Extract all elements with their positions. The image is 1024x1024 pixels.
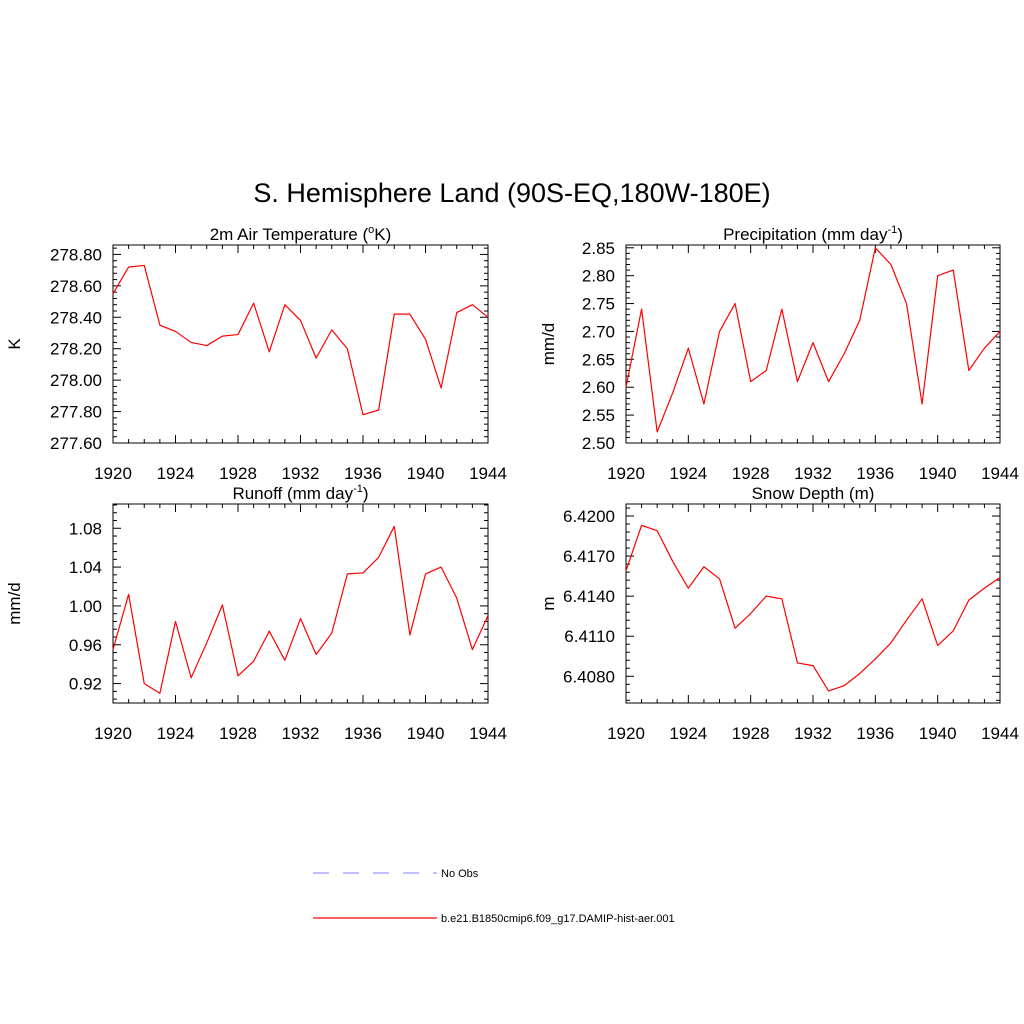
- y-tick-label: 6.4170: [563, 547, 615, 566]
- x-tick-label: 1924: [157, 724, 195, 743]
- y-tick-label: 2.55: [582, 406, 615, 425]
- y-axis-label: mm/d: [539, 323, 558, 366]
- legend-label: No Obs: [441, 868, 479, 880]
- chart-panel-3: 1920 1924 1928 1932 1936 1940 1944 0.92 0.96 1.00…: [5, 483, 507, 743]
- plot-frame: [112, 244, 489, 444]
- panel-title-text: Runoff (mm day: [232, 484, 353, 503]
- chart-panels: 1920 1924 1928 1932 1936 1940 1944 277.60 277.80…: [5, 224, 1019, 743]
- legend-entry-1: No Obs: [313, 868, 479, 880]
- series-line: [625, 524, 1001, 692]
- chart-panel-2: 1920 1924 1928 1932 1936 1940 1944 2.50 2.55 2.60…: [539, 224, 1019, 483]
- x-tick-label: 1940: [407, 724, 445, 743]
- x-tick-label: 1936: [344, 724, 382, 743]
- x-tick-label: 1944: [981, 724, 1019, 743]
- panel-title-text: ): [363, 484, 369, 503]
- x-tick-label: 1932: [794, 724, 832, 743]
- x-tick-label: 1920: [607, 724, 645, 743]
- y-axis-label: m: [539, 596, 558, 610]
- plot-frame: [625, 503, 1001, 704]
- panel-title-text: Snow Depth (m): [752, 484, 875, 503]
- y-tick-label: 6.4080: [563, 667, 615, 686]
- y-tick-label: 2.50: [582, 434, 615, 453]
- x-tick-label: 1924: [157, 464, 195, 483]
- panel-title: Runoff (mm day-1): [232, 483, 368, 503]
- y-tick-label: 2.60: [582, 378, 615, 397]
- x-tick-label: 1940: [919, 464, 957, 483]
- y-tick-label: 6.4140: [563, 587, 615, 606]
- x-tick-label: 1932: [282, 724, 320, 743]
- legend-entry-2: b.e21.B1850cmip6.f09_g17.DAMIP-hist-aer.…: [313, 913, 675, 925]
- panel-title: Snow Depth (m): [752, 484, 875, 503]
- x-tick-label: 1936: [856, 464, 894, 483]
- panel-title: Precipitation (mm day-1): [723, 224, 903, 244]
- legend: No Obs b.e21.B1850cmip6.f09_g17.DAMIP-his…: [313, 868, 675, 925]
- x-tick-label: 1928: [219, 464, 257, 483]
- y-tick-label: 278.80: [50, 245, 102, 264]
- x-tick-label: 1940: [919, 724, 957, 743]
- panel-title-superscript: -1: [887, 224, 897, 236]
- x-tick-label: 1928: [732, 724, 770, 743]
- x-tick-label: 1936: [856, 724, 894, 743]
- plot-frame: [112, 503, 489, 704]
- y-tick-label: 0.92: [69, 675, 102, 694]
- y-axis-label: mm/d: [5, 582, 24, 625]
- x-tick-label: 1944: [469, 464, 507, 483]
- series-line: [625, 247, 1001, 433]
- x-tick-label: 1944: [469, 724, 507, 743]
- panel-title-text: 2m Air Temperature (: [210, 225, 369, 244]
- series-line: [112, 525, 489, 694]
- y-tick-label: 6.4110: [564, 627, 615, 646]
- chart-panel-4: 1920 1924 1928 1932 1936 1940 1944 6.4080 6.4110…: [539, 484, 1019, 743]
- y-tick-label: 1.00: [69, 597, 102, 616]
- y-tick-label: 2.85: [582, 239, 615, 258]
- x-tick-label: 1928: [219, 724, 257, 743]
- y-tick-label: 2.65: [582, 350, 615, 369]
- y-tick-label: 6.4200: [563, 507, 615, 526]
- y-tick-label: 2.80: [582, 267, 615, 286]
- x-tick-label: 1932: [282, 464, 320, 483]
- x-tick-label: 1920: [94, 464, 132, 483]
- chart-panel-1: 1920 1924 1928 1932 1936 1940 1944 277.60 277.80…: [5, 224, 507, 483]
- y-axis-label: K: [5, 338, 24, 350]
- x-tick-label: 1928: [732, 464, 770, 483]
- y-tick-label: 2.70: [582, 322, 615, 341]
- x-tick-label: 1940: [407, 464, 445, 483]
- x-tick-label: 1924: [669, 464, 707, 483]
- y-tick-label: 278.60: [50, 277, 102, 296]
- legend-label: b.e21.B1850cmip6.f09_g17.DAMIP-hist-aer.…: [441, 913, 675, 925]
- y-tick-label: 277.80: [50, 403, 102, 422]
- x-tick-label: 1936: [344, 464, 382, 483]
- y-tick-label: 0.96: [69, 636, 102, 655]
- panel-title-text: K): [374, 225, 391, 244]
- panel-title: 2m Air Temperature (oK): [210, 224, 392, 244]
- figure-title: S. Hemisphere Land (90S-EQ,180W-180E): [253, 178, 770, 208]
- y-tick-label: 277.60: [50, 434, 102, 453]
- x-tick-label: 1924: [669, 724, 707, 743]
- y-tick-label: 278.20: [50, 340, 102, 359]
- panel-title-superscript: o: [368, 224, 374, 236]
- x-tick-label: 1920: [94, 724, 132, 743]
- y-tick-label: 1.04: [69, 558, 102, 577]
- y-tick-label: 278.00: [50, 371, 102, 390]
- y-tick-label: 1.08: [69, 519, 102, 538]
- x-tick-label: 1932: [794, 464, 832, 483]
- panel-title-superscript: -1: [353, 483, 363, 495]
- x-tick-label: 1920: [607, 464, 645, 483]
- x-tick-label: 1944: [981, 464, 1019, 483]
- y-tick-label: 278.40: [50, 308, 102, 327]
- panel-title-text: Precipitation (mm day: [723, 225, 888, 244]
- series-line: [112, 264, 489, 416]
- y-tick-label: 2.75: [582, 295, 615, 314]
- panel-title-text: ): [897, 225, 903, 244]
